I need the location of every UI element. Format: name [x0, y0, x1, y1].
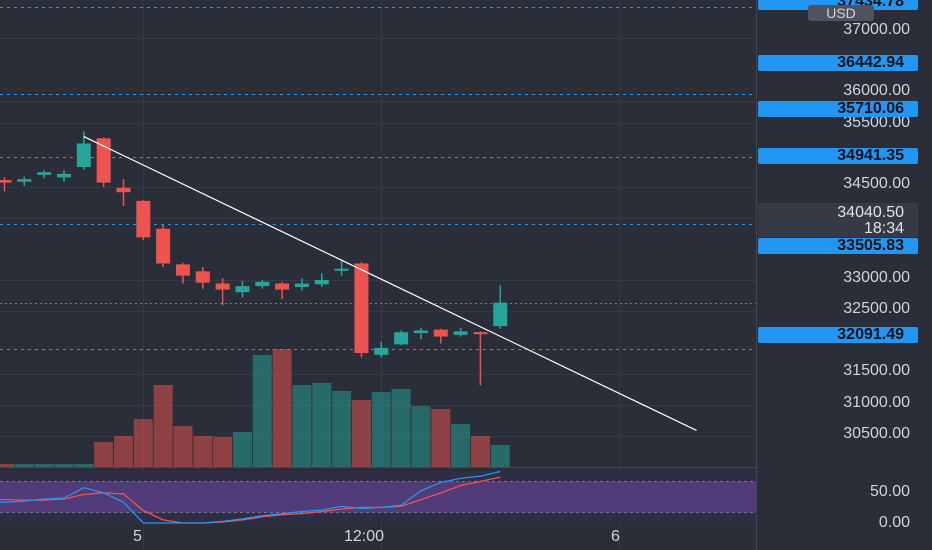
candle-body — [314, 280, 329, 285]
volume-bar — [252, 355, 272, 467]
volume-bar — [173, 426, 193, 467]
volume-bar — [391, 389, 411, 467]
price-label: 34500.00 — [843, 175, 910, 192]
candle-body — [294, 283, 309, 287]
price-tag[interactable]: 33505.83 — [758, 238, 918, 254]
volume-bar — [272, 349, 292, 467]
oscillator-label: 0.00 — [878, 514, 910, 531]
candle-body — [354, 263, 369, 354]
candle-body — [493, 302, 508, 327]
volume-bar — [451, 424, 471, 467]
volume-bar — [133, 419, 153, 467]
volume-bar — [332, 391, 352, 467]
trendline[interactable] — [83, 135, 697, 432]
candle-body — [175, 264, 190, 276]
candle-body — [255, 281, 270, 287]
candle-body — [156, 228, 171, 264]
volume-bar — [351, 400, 371, 467]
candle-body — [96, 138, 111, 183]
current-price-tag[interactable]: 34040.50 18:34 — [758, 203, 918, 237]
volume-bar — [193, 436, 213, 467]
candle-body — [215, 283, 230, 290]
bar-countdown: 18:34 — [863, 220, 904, 237]
volume-bar — [153, 385, 173, 467]
price-tag[interactable]: 35710.06 — [758, 101, 918, 117]
volume-bar — [371, 392, 391, 467]
price-label: 33000.00 — [843, 269, 910, 286]
candle-body — [0, 180, 12, 183]
candlestick-series — [0, 131, 508, 386]
price-label: 31500.00 — [843, 362, 910, 379]
candle-body — [136, 200, 151, 238]
candle-body — [394, 332, 409, 345]
price-label: 37000.00 — [843, 21, 910, 38]
candle-body — [195, 271, 210, 283]
price-label: 30500.00 — [843, 425, 910, 442]
volume-bar — [14, 464, 34, 467]
volume-bar — [94, 442, 114, 467]
price-tag[interactable]: 36442.94 — [758, 55, 918, 71]
candle-body — [37, 172, 52, 175]
volume-bar — [292, 385, 312, 467]
time-label: 5 — [133, 528, 142, 545]
volume-bar — [490, 445, 510, 467]
candle-body — [374, 347, 389, 355]
volume-bars — [0, 349, 510, 467]
volume-bar — [232, 432, 252, 467]
candle-body — [76, 143, 91, 167]
time-label: 12:00 — [344, 528, 385, 545]
price-axis-bg[interactable] — [756, 0, 932, 550]
candle-body — [116, 187, 131, 193]
volume-bar — [411, 406, 431, 467]
volume-bar — [0, 464, 14, 467]
volume-bar — [113, 436, 133, 467]
price-tag[interactable]: 32091.49 — [758, 327, 918, 343]
price-tag[interactable]: 34941.35 — [758, 148, 918, 164]
oscillator-d-line — [0, 476, 501, 524]
volume-bar — [34, 464, 54, 467]
candle-body — [17, 179, 32, 182]
oscillator-label: 50.00 — [869, 483, 910, 500]
oscillator-k-line — [0, 470, 501, 524]
price-label: 36000.00 — [843, 82, 910, 99]
price-label: 32500.00 — [843, 300, 910, 317]
candle-body — [433, 329, 448, 337]
candle-body — [334, 268, 349, 271]
oscillator-pane — [0, 470, 756, 524]
volume-bar — [213, 437, 233, 467]
current-price: 34040.50 — [837, 204, 904, 221]
price-label: 35500.00 — [843, 114, 910, 131]
price-label: 31000.00 — [843, 394, 910, 411]
volume-bar — [54, 464, 74, 467]
volume-bar — [312, 383, 332, 467]
candle-body — [453, 331, 468, 335]
candle-body — [413, 330, 428, 334]
trendline-segment — [83, 135, 697, 432]
volume-bar — [74, 464, 94, 467]
currency-badge[interactable]: USD — [808, 5, 874, 21]
volume-bar — [470, 436, 490, 467]
volume-bar — [431, 409, 451, 467]
candle-body — [473, 332, 488, 335]
candle-body — [56, 173, 71, 178]
time-label: 6 — [611, 528, 620, 545]
candle-body — [275, 283, 290, 290]
candle-body — [235, 286, 250, 293]
